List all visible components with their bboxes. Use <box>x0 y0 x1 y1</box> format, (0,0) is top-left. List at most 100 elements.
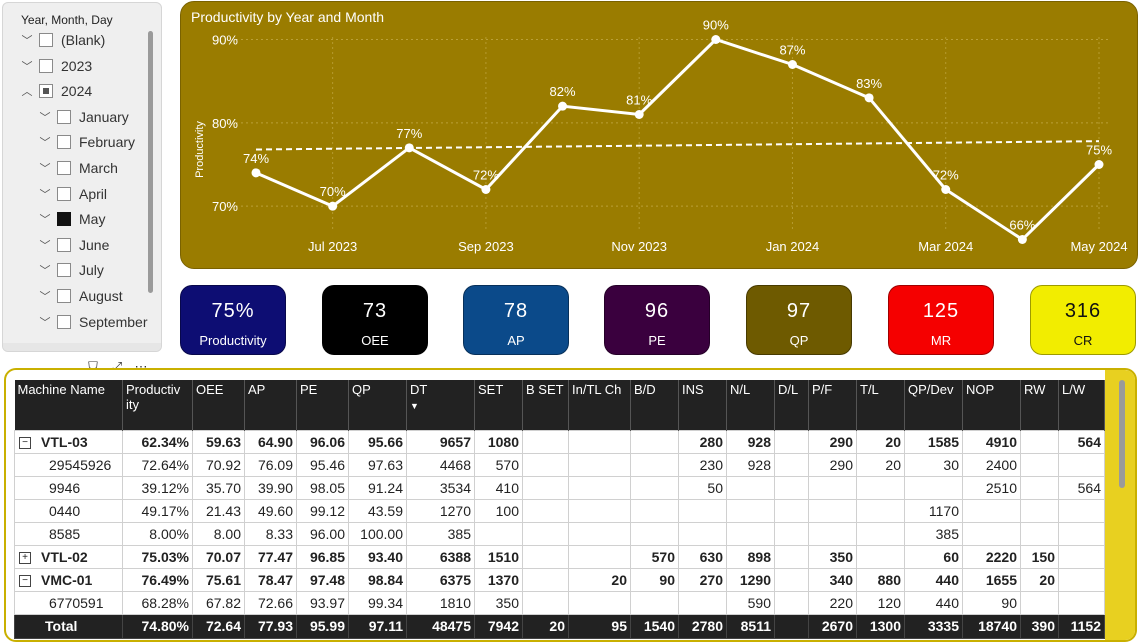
focus-mode-icon[interactable]: ⤢ <box>111 359 123 374</box>
chevron-down-icon[interactable]: ﹀ <box>39 265 51 278</box>
group-row[interactable]: − VMC-01 76.49% 75.61 78.47 97.48 98.84 6375 137… <box>14 567 1105 592</box>
chevron-down-icon[interactable]: ﹀ <box>39 111 51 124</box>
kpi-card-pe[interactable]: 96 PE <box>604 285 710 355</box>
data-point[interactable] <box>1017 235 1027 244</box>
kpi-card-productivity[interactable]: 75% Productivity <box>180 285 286 355</box>
slicer-checkbox[interactable] <box>57 314 71 329</box>
kpi-card-oee[interactable]: 73 OEE <box>322 285 428 355</box>
data-point[interactable] <box>787 60 797 69</box>
data-point[interactable] <box>711 35 721 44</box>
slicer-checkbox[interactable] <box>57 237 71 252</box>
slicer-checkbox[interactable] <box>39 33 53 47</box>
total-cell: 20 <box>522 613 569 639</box>
chevron-down-icon[interactable]: ﹀ <box>39 163 51 175</box>
slicer-checkbox[interactable] <box>57 212 71 227</box>
table-cell: 1080 <box>474 429 523 454</box>
machine-matrix: Machine Name Productiv ity OEE AP PE QP DT ▼ SET… <box>4 368 1137 642</box>
column-header[interactable]: AP <box>244 380 297 430</box>
column-header[interactable]: NOP <box>962 380 1021 430</box>
collapse-icon[interactable]: − <box>19 436 31 449</box>
slicer-item[interactable]: ﹀ July <box>37 259 104 281</box>
sort-descending-icon[interactable]: ▼ <box>410 401 419 411</box>
row-label: 6770591 <box>14 590 123 615</box>
chevron-down-icon[interactable]: ﹀ <box>39 316 51 329</box>
table-row[interactable]: 6770591 68.28% 67.82 72.66 93.97 99.34 1810 350… <box>14 590 1105 615</box>
cell-value: 0440 <box>49 502 81 519</box>
column-header[interactable]: B SET <box>522 380 569 430</box>
column-header[interactable]: SET <box>474 380 523 430</box>
slicer-item[interactable]: ﹀ June <box>37 234 110 256</box>
slicer-checkbox[interactable] <box>57 186 71 201</box>
data-point[interactable] <box>941 185 951 194</box>
column-header[interactable]: QP/Dev <box>904 380 963 430</box>
column-header[interactable]: PE <box>296 380 349 430</box>
kpi-card-mr[interactable]: 125 MR <box>888 285 994 355</box>
chevron-up-icon[interactable]: ︿ <box>21 86 33 99</box>
table-row[interactable]: 0440 49.17% 21.43 49.60 99.12 43.59 1270 100 117… <box>14 498 1105 523</box>
group-row[interactable]: − VTL-03 62.34% 59.63 64.90 96.06 95.66 9657 108… <box>14 429 1105 454</box>
expand-icon[interactable]: + <box>19 551 31 564</box>
slicer-checkbox[interactable] <box>57 135 71 150</box>
slicer-item[interactable]: ﹀ April <box>37 183 108 205</box>
column-header[interactable]: N/L <box>726 380 775 430</box>
chevron-down-icon[interactable]: ﹀ <box>39 188 51 201</box>
slicer-checkbox[interactable] <box>57 161 71 175</box>
column-header[interactable]: OEE <box>192 380 245 430</box>
kpi-card-ap[interactable]: 78 AP <box>463 285 569 355</box>
column-header[interactable]: RW <box>1020 380 1059 430</box>
slicer-item[interactable]: ︿ 2024 <box>19 80 93 102</box>
slicer-item[interactable]: ﹀ 2023 <box>19 55 93 77</box>
slicer-checkbox[interactable] <box>39 84 53 99</box>
column-header[interactable]: Machine Name <box>14 380 123 430</box>
slicer-checkbox[interactable] <box>57 289 71 303</box>
table-cell: 570 <box>630 544 679 569</box>
matrix-scrollbar[interactable] <box>1119 380 1125 488</box>
slicer-item[interactable]: ﹀ September <box>37 311 148 333</box>
kpi-card-qp[interactable]: 97 QP <box>746 285 852 355</box>
data-point[interactable] <box>404 143 414 153</box>
kpi-card-cr[interactable]: 316 CR <box>1030 285 1136 355</box>
slicer-item[interactable]: ﹀ May <box>37 208 106 230</box>
filter-icon[interactable]: ⛉ <box>88 359 98 374</box>
slicer-item[interactable]: ﹀ March <box>37 157 118 179</box>
data-point[interactable] <box>328 201 338 211</box>
chevron-down-icon[interactable]: ﹀ <box>39 137 51 150</box>
slicer-item[interactable]: ﹀ February <box>37 131 136 153</box>
column-header[interactable]: T/L <box>856 380 905 430</box>
slicer-checkbox[interactable] <box>39 58 53 73</box>
slicer-item[interactable]: ﹀ January <box>37 106 129 128</box>
column-header[interactable]: Productiv ity <box>122 380 193 430</box>
column-header[interactable]: QP <box>348 380 407 430</box>
data-point[interactable] <box>1094 160 1104 169</box>
chevron-down-icon[interactable]: ﹀ <box>21 35 33 47</box>
slicer-checkbox[interactable] <box>57 109 71 124</box>
table-row[interactable]: 8585 8.00% 8.00 8.33 96.00 100.00 385 385 <box>14 521 1105 546</box>
table-row[interactable]: 9946 39.12% 35.70 39.90 98.05 91.24 3534 410 50 2… <box>14 475 1105 500</box>
data-point[interactable] <box>864 93 874 103</box>
column-header[interactable]: L/W <box>1058 380 1105 430</box>
chevron-down-icon[interactable]: ﹀ <box>39 239 51 252</box>
cell-value: 9946 <box>49 479 81 496</box>
column-header[interactable]: B/D <box>630 380 679 430</box>
slicer-item[interactable]: ﹀ August <box>37 285 123 307</box>
chevron-down-icon[interactable]: ﹀ <box>39 214 51 227</box>
table-row[interactable]: 29545926 72.64% 70.92 76.09 95.46 97.63 4468 57… <box>14 452 1105 477</box>
chevron-down-icon[interactable]: ﹀ <box>21 60 33 73</box>
chevron-down-icon[interactable]: ﹀ <box>39 291 51 303</box>
data-point[interactable] <box>251 168 261 178</box>
column-header[interactable]: D/L <box>774 380 809 430</box>
data-point[interactable] <box>634 110 644 119</box>
collapse-icon[interactable]: − <box>19 574 31 587</box>
slicer-scrollbar[interactable] <box>148 31 153 293</box>
column-header[interactable]: INS <box>678 380 727 430</box>
x-tick-label: Nov 2023 <box>611 239 667 254</box>
slicer-item[interactable]: ﹀ (Blank) <box>19 29 106 51</box>
column-header[interactable]: DT ▼ <box>406 380 475 430</box>
group-row[interactable]: + VTL-02 75.03% 70.07 77.47 96.85 93.40 6388 151… <box>14 544 1105 569</box>
cell-value: 630 <box>699 548 723 565</box>
column-header[interactable]: In/TL Ch <box>568 380 631 430</box>
column-header[interactable]: P/F <box>808 380 857 430</box>
slicer-checkbox[interactable] <box>57 263 71 278</box>
data-point[interactable] <box>481 185 491 194</box>
data-point[interactable] <box>558 101 568 111</box>
